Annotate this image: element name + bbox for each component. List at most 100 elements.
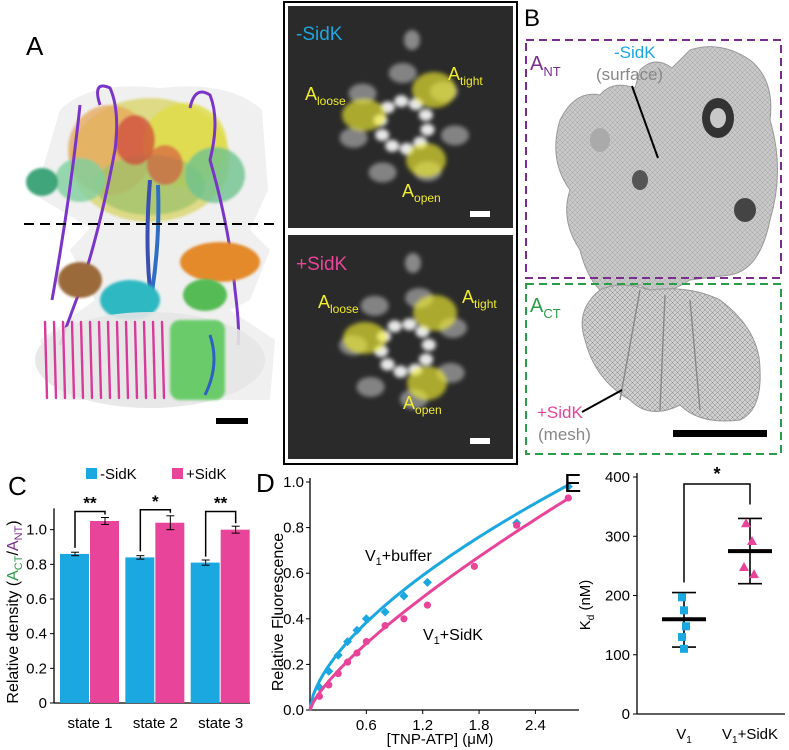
pointer-surface	[631, 85, 659, 159]
pointer-mesh	[581, 389, 623, 413]
d-x-tick-label: 0.6	[356, 717, 377, 734]
density-blob	[356, 376, 385, 397]
density-blob	[380, 358, 395, 371]
e-y-tick-label: 200	[605, 588, 630, 605]
panel-d-letter: D	[256, 468, 275, 498]
label-a-nt: ANT	[530, 53, 561, 79]
c-significance-label: *	[152, 492, 159, 511]
c-y-tick-label: 0.8	[26, 556, 47, 573]
e-y-tick-label: 100	[605, 647, 630, 664]
d-data-point	[470, 562, 478, 570]
cryoem-top-tag: -SidK	[296, 24, 343, 45]
c-ring-helix	[151, 320, 157, 400]
c-ring-helix	[97, 320, 103, 400]
d-data-point	[564, 494, 572, 502]
d-y-tick-label: 0.8	[283, 520, 304, 537]
e-y-tick-label: 300	[605, 528, 630, 545]
d-x-axis-label: [TNP-ATP] (μM)	[387, 731, 494, 748]
e-data-point	[680, 606, 688, 615]
d-data-point	[563, 482, 573, 492]
c-category-label: state 3	[198, 715, 243, 732]
scale-bar-a	[216, 418, 248, 424]
density-blob	[339, 127, 368, 148]
c-y-axis-label: Relative density (ACT/ANT)	[5, 520, 25, 703]
c-ring-helix	[70, 320, 76, 400]
side-subunit-left	[58, 262, 102, 298]
c-significance-bracket	[139, 509, 172, 552]
panel-e: E Kd (nM) V1 V1+SidK 0 100 200 300 400 *	[564, 464, 785, 746]
peripheral-stalks	[50, 84, 241, 346]
subunit-a-tight-density	[412, 72, 456, 108]
legend-label-minus: -SidK	[100, 466, 137, 483]
scale-bar-bottom	[470, 438, 490, 444]
cryoem-bottom-tag: +SidK	[296, 254, 348, 275]
v1-head	[26, 98, 245, 222]
e-significance-bracket	[683, 483, 751, 583]
d-y-tick-label: 0.2	[283, 656, 304, 673]
c-significance-label: **	[214, 494, 228, 513]
d-fit-curve	[308, 496, 570, 711]
density-blob	[387, 320, 402, 333]
c-y-tick-label: 0.4	[26, 626, 47, 643]
d-fit-curve	[308, 483, 570, 711]
d-data-point	[361, 614, 371, 624]
d-data-point	[353, 649, 361, 657]
legend-swatch-minus	[86, 468, 97, 479]
side-subunit-green	[183, 279, 227, 311]
d-x-tick-label: 1.2	[412, 717, 433, 734]
d-data-point	[343, 637, 353, 647]
label-a-open-bottom: Aopen	[403, 393, 442, 417]
d-y-tick-label: 0.4	[283, 611, 304, 628]
d-data-point	[422, 577, 432, 587]
box-a-ct	[525, 283, 782, 455]
c-bar	[190, 562, 220, 703]
d-data-point	[362, 638, 370, 646]
label-a-loose-bottom: Aloose	[318, 292, 359, 316]
panel-d: D Relative Fluorescence [TNP-ATP] (μM) V…	[256, 468, 579, 748]
c-bar	[220, 529, 250, 703]
density-blob	[420, 123, 435, 136]
density-blob	[393, 365, 408, 378]
c-ring-helix	[106, 320, 112, 400]
label-surface: (surface)	[596, 65, 663, 84]
c-ring-helix	[61, 320, 67, 400]
c-category-label: state 2	[133, 715, 178, 732]
panel-c: C -SidK +SidK Relative density (ACT/ANT)…	[5, 466, 250, 732]
label-minus-sidk-surface: -SidK	[614, 43, 656, 62]
label-plus-sidk-mesh: +SidK	[537, 403, 583, 422]
c-y-tick-label: 0	[39, 695, 47, 712]
d-data-point	[399, 591, 409, 601]
subunit-a-loose-density	[343, 322, 387, 354]
density-blob	[421, 338, 436, 351]
d-data-point	[423, 601, 432, 609]
panel-b: B ANT ACT -SidK (surface) +SidK (mesh)	[524, 5, 782, 455]
cryoem-bottom-image	[288, 235, 513, 459]
e-data-point	[678, 593, 686, 602]
c-ring-helix	[43, 320, 49, 400]
panel-c-letter: C	[8, 471, 27, 501]
d-x-tick-label: 1.8	[469, 717, 490, 734]
d-data-point	[343, 658, 352, 666]
e-data-point	[678, 632, 686, 641]
d-y-tick-label: 1.0	[283, 474, 304, 491]
density-blob	[394, 95, 409, 108]
density-blob	[368, 162, 397, 183]
c-ring-helix	[79, 320, 85, 400]
panel-b-letter: B	[524, 5, 540, 32]
e-significance-label: *	[713, 464, 720, 484]
d-data-point	[400, 615, 408, 623]
membrane-ring	[35, 312, 265, 408]
d-data-point	[380, 607, 390, 617]
cryoem-top-image	[288, 6, 513, 228]
c-category-label: state 1	[67, 715, 112, 732]
c-ring-helix	[115, 320, 121, 400]
c-ring-helix	[52, 320, 58, 400]
label-a-tight-top: Atight	[448, 64, 483, 88]
e-data-point	[682, 622, 690, 631]
c-bar	[90, 521, 119, 703]
panel-a-cryoem: -SidK +SidK Aloose Atight Aopen Aloose A…	[283, 1, 518, 465]
side-subunit-right	[180, 242, 260, 282]
c-ring-helix	[142, 320, 148, 400]
density-blob	[348, 83, 377, 104]
c-y-tick-label: 1.0	[26, 522, 47, 539]
